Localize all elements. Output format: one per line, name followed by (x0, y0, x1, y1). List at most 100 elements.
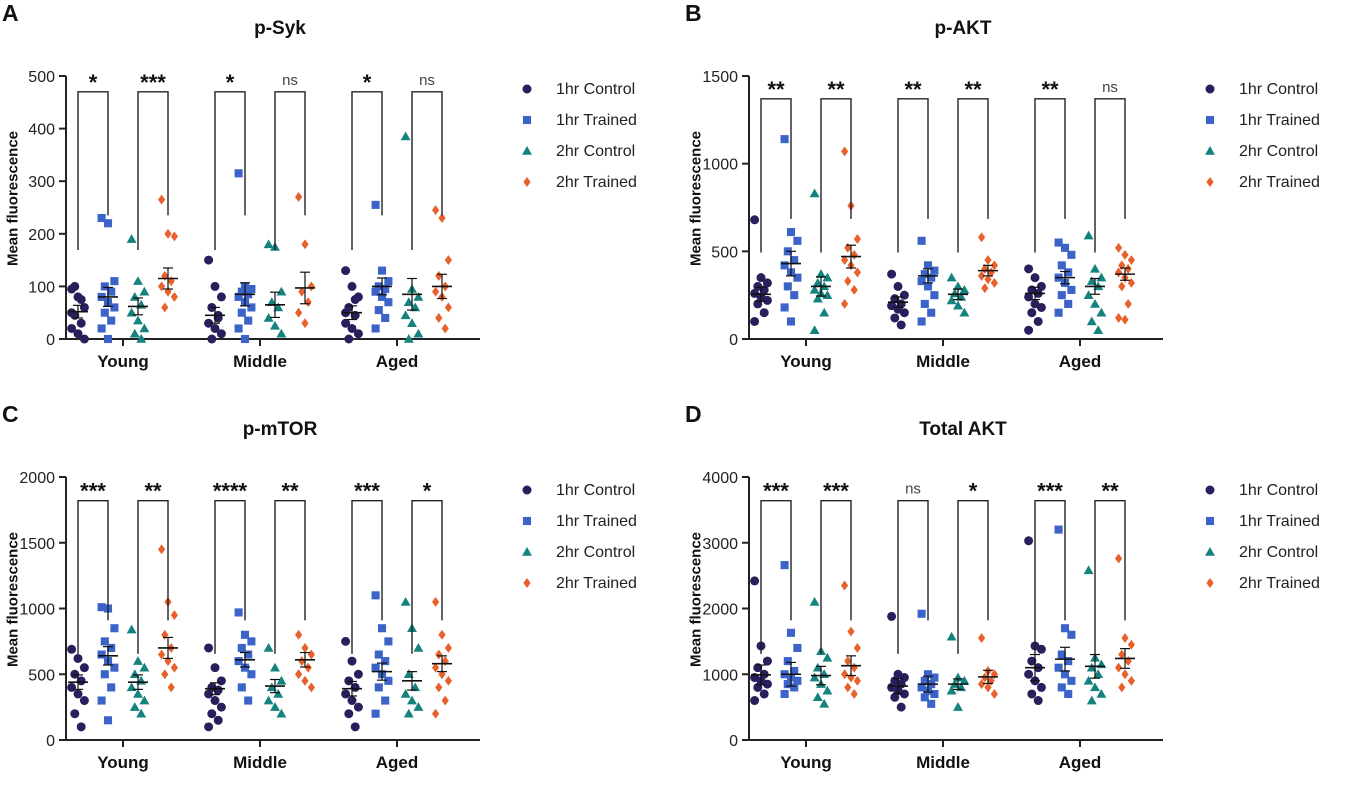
data-point (923, 282, 933, 291)
data-point (432, 662, 440, 673)
legend-marker-shape (1205, 115, 1215, 125)
data-point (853, 234, 861, 245)
data-point (237, 308, 246, 317)
data-point (844, 242, 852, 253)
significance-bracket (957, 499, 989, 654)
data-point (822, 290, 833, 299)
data-point (347, 696, 357, 706)
data-point (809, 284, 820, 294)
data-point (441, 323, 449, 334)
data-point (1127, 639, 1135, 650)
data-point (1027, 689, 1037, 699)
data-point (444, 302, 452, 313)
significance-bracket (351, 499, 383, 654)
data-point (1121, 633, 1129, 644)
data-point (1118, 649, 1126, 660)
data-point (1054, 308, 1063, 317)
data-point (167, 682, 175, 693)
data-point (946, 631, 957, 641)
y-tick-label: 1000 (702, 667, 738, 684)
data-point (1057, 291, 1066, 300)
data-point (240, 334, 250, 344)
panel-label: D (685, 401, 702, 427)
data-point (812, 277, 823, 287)
panel-c: C p-mTOR Mean fluorescence 0 500 1000 1500 2… (0, 401, 682, 801)
data-point (920, 270, 929, 279)
data-point (1086, 276, 1097, 285)
data-point (110, 277, 119, 286)
data-point (847, 626, 855, 637)
data-point (381, 284, 390, 294)
data-point (1083, 230, 1094, 240)
data-point (161, 629, 169, 640)
y-tick-label: 400 (28, 122, 55, 139)
data-point (216, 292, 226, 302)
data-point (850, 689, 858, 699)
data-point (377, 266, 387, 275)
legend-label: 2hr Control (556, 143, 636, 160)
data-point (1024, 264, 1034, 274)
data-point (133, 315, 143, 325)
significance-label: ns (905, 481, 921, 498)
data-point (400, 596, 411, 606)
data-point (790, 291, 799, 300)
legend-marker-shape (522, 84, 532, 94)
data-point (263, 239, 274, 249)
data-point (786, 628, 796, 637)
y-tick-label: 100 (28, 279, 55, 296)
data-point (759, 689, 769, 699)
data-point (213, 715, 223, 725)
data-point (129, 702, 140, 711)
data-point (413, 643, 424, 652)
data-point (79, 334, 89, 344)
data-point (1090, 298, 1100, 308)
legend-marker (522, 115, 532, 125)
data-point (170, 610, 178, 621)
data-point (263, 695, 274, 705)
data-point (384, 637, 393, 646)
data-point (953, 702, 963, 711)
data-point (276, 708, 287, 718)
data-point (97, 696, 106, 705)
y-tick-label: 1000 (702, 157, 738, 174)
significance-bracket (411, 499, 443, 654)
data-point (107, 316, 116, 325)
data-point (1121, 249, 1129, 260)
data-point (750, 316, 760, 326)
data-point (350, 295, 360, 305)
data-point (161, 270, 169, 281)
data-point (978, 232, 986, 243)
data-point (107, 683, 116, 692)
data-point (167, 276, 175, 287)
data-point (923, 670, 933, 679)
data-point (959, 284, 970, 294)
data-point (822, 272, 833, 282)
data-point (1121, 314, 1129, 325)
legend-marker (1205, 84, 1215, 94)
data-point (110, 303, 119, 312)
panel-label: A (2, 0, 19, 26)
data-point (210, 281, 220, 291)
data-point (76, 318, 86, 328)
significance-bracket (274, 499, 306, 654)
significance-bracket (214, 499, 246, 654)
significance-label: * (363, 70, 372, 95)
data-point (1036, 281, 1046, 291)
data-point (780, 561, 789, 570)
data-point (377, 624, 387, 633)
legend-marker (523, 578, 531, 588)
significance-label: ** (827, 77, 845, 102)
data-point (812, 662, 823, 672)
chart-title: p-AKT (934, 18, 992, 39)
panel-b: B p-AKT Mean fluorescence 0 500 1000 1500 Yo… (683, 0, 1365, 400)
significance-label: *** (763, 479, 789, 504)
data-point (793, 273, 802, 282)
legend-marker-shape (523, 177, 531, 187)
data-point (103, 716, 113, 725)
data-point (984, 682, 992, 693)
data-point (812, 293, 823, 303)
data-point (850, 662, 858, 673)
data-point (413, 328, 424, 338)
data-point (381, 313, 390, 323)
data-point (1083, 675, 1094, 685)
